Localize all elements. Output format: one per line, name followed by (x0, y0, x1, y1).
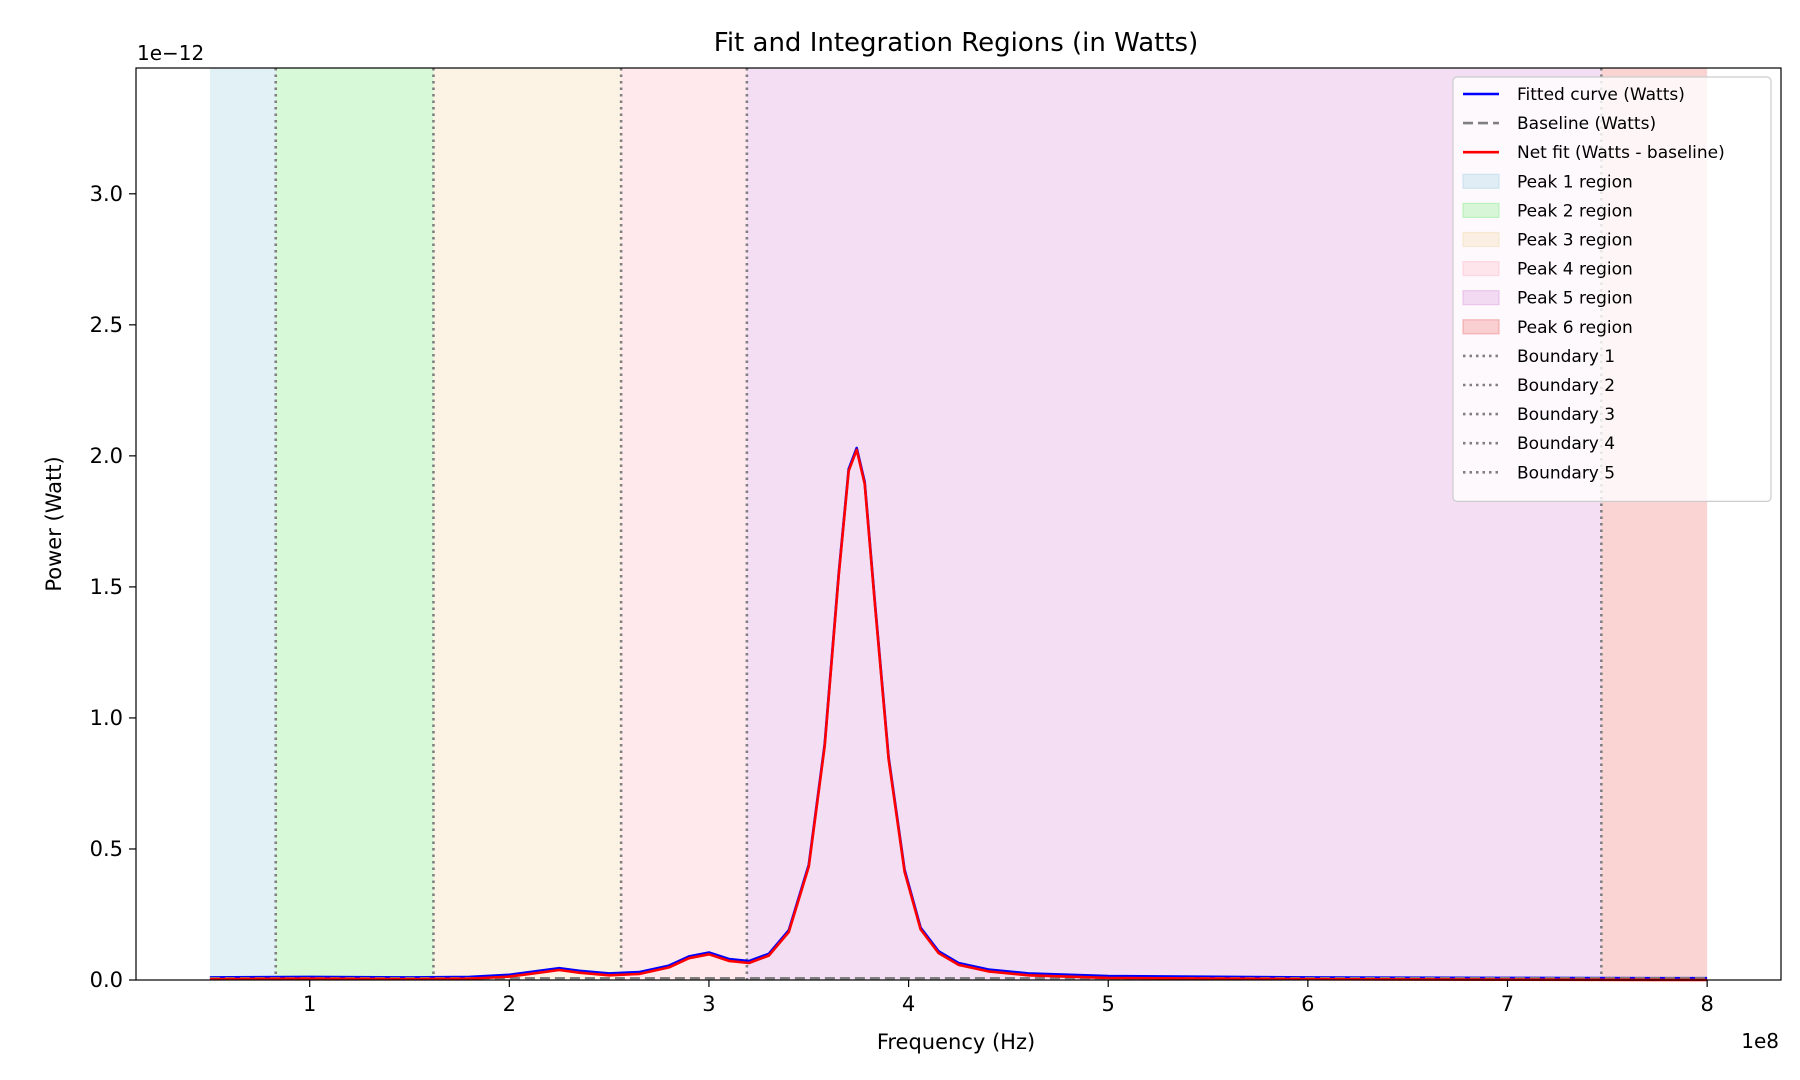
legend-label: Peak 3 region (1517, 231, 1633, 251)
x-tick-label: 6 (1301, 992, 1314, 1016)
y-tick-label: 2.0 (90, 444, 123, 468)
legend-label: Peak 4 region (1517, 260, 1633, 280)
legend-label: Baseline (Watts) (1517, 114, 1656, 134)
y-tick-label: 0.0 (90, 968, 123, 992)
x-axis-ticks: 1 2 3 4 5 6 7 8 (303, 980, 1714, 1016)
legend-label: Net fit (Watts - baseline) (1517, 143, 1725, 163)
legend-frame (1452, 76, 1772, 502)
legend-label: Peak 6 region (1517, 318, 1633, 338)
x-tick-label: 3 (702, 992, 715, 1016)
y-tick-label: 0.5 (90, 837, 123, 861)
region-band-1 (209, 68, 276, 980)
legend-label: Boundary 2 (1517, 376, 1615, 396)
y-tick-label: 2.5 (90, 313, 123, 337)
y-axis-label: Power (Watt) (42, 456, 66, 591)
x-tick-label: 8 (1700, 992, 1713, 1016)
legend-swatch (1462, 319, 1500, 335)
legend-label: Peak 1 region (1517, 172, 1633, 192)
legend-label: Fitted curve (Watts) (1517, 85, 1685, 105)
y-tick-label: 1.5 (90, 575, 123, 599)
legend-swatch (1462, 231, 1500, 248)
legend-swatch (1462, 261, 1500, 277)
series-layer (209, 446, 1708, 982)
y-axis-ticks: 0.0 0.5 1.0 1.5 2.0 2.5 3.0 (90, 182, 136, 992)
region-band-3 (433, 68, 622, 980)
chart-title: Fit and Integration Regions (in Watts) (714, 28, 1198, 58)
x-tick-label: 2 (503, 992, 516, 1016)
x-axis-label: Frequency (Hz) (877, 1030, 1035, 1054)
x-axis-offset-label: 1e8 (1741, 1029, 1779, 1053)
regions-layer (209, 68, 1708, 980)
region-band-4 (621, 68, 747, 980)
x-tick-label: 5 (1102, 992, 1115, 1016)
region-band-2 (275, 68, 434, 980)
legend-swatch (1462, 290, 1500, 306)
plot-frame (135, 67, 1782, 981)
legend: Fitted curve (Watts) Baseline (Watts) Net … (1452, 76, 1772, 502)
y-tick-label: 3.0 (90, 182, 123, 206)
legend-label: Peak 2 region (1517, 201, 1633, 221)
legend-label: Boundary 4 (1517, 434, 1615, 454)
x-tick-label: 4 (902, 992, 915, 1016)
y-axis-offset-label: 1e−12 (137, 41, 204, 65)
legend-label: Peak 5 region (1517, 289, 1633, 309)
y-tick-label: 1.0 (90, 706, 123, 730)
legend-label: Boundary 3 (1517, 405, 1615, 425)
legend-swatch (1462, 173, 1500, 189)
legend-label: Boundary 1 (1517, 347, 1615, 367)
x-tick-label: 1 (303, 992, 316, 1016)
legend-swatch (1462, 202, 1500, 218)
series-line-3 (209, 448, 1708, 982)
x-tick-label: 7 (1501, 992, 1514, 1016)
legend-label: Boundary 5 (1517, 463, 1615, 483)
